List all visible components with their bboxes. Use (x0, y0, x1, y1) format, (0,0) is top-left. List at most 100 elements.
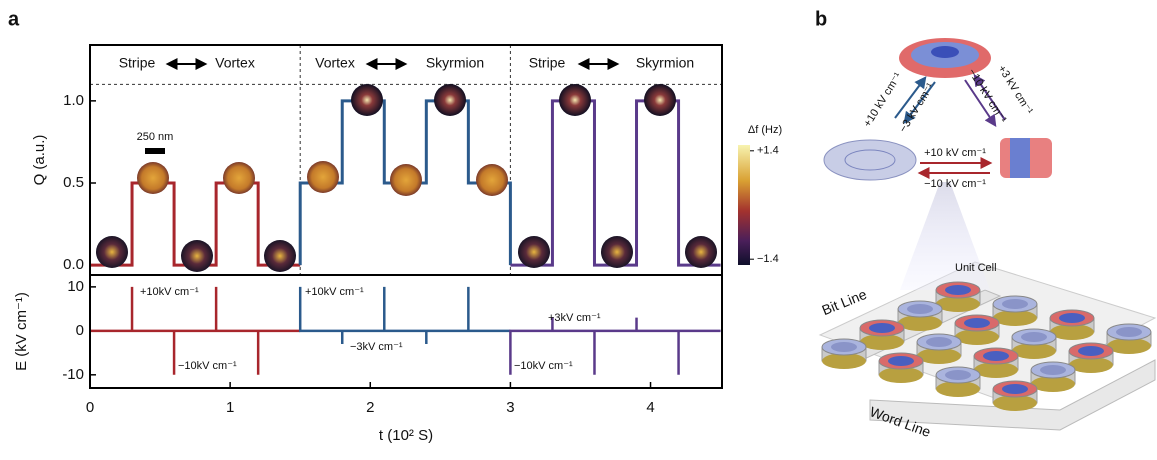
cell-base (936, 381, 980, 397)
mfm-image (434, 84, 466, 116)
cell-base (955, 329, 999, 345)
mfm-image (685, 236, 717, 268)
cell-core (1021, 332, 1047, 342)
scale-bar (145, 148, 165, 154)
cell-core (1002, 299, 1028, 309)
mfm-image (351, 84, 383, 116)
pulse-label: +10kV cm⁻¹ (140, 286, 199, 298)
cell-core (945, 285, 971, 295)
state-label: Stripe (529, 55, 566, 71)
state-label: Skyrmion (426, 55, 484, 71)
cell-core (964, 318, 990, 328)
cell-core (926, 337, 952, 347)
colorbar (738, 145, 750, 265)
state-label: Stripe (119, 55, 156, 71)
vortex-icon (823, 139, 917, 181)
cell-base (1107, 338, 1151, 354)
cell-base (879, 367, 923, 383)
series-line (509, 317, 721, 375)
x-tick-label: 1 (226, 399, 234, 416)
arrow (964, 79, 997, 127)
pulse-label: −10kV cm⁻¹ (514, 360, 573, 372)
mfm-image (476, 164, 508, 196)
cell-base (822, 353, 866, 369)
panel-label: b (815, 8, 827, 30)
transition-label: −10 kV cm⁻¹ (924, 178, 986, 190)
bit-line-label: Bit Line (820, 286, 869, 318)
y-tick-label: -10 (62, 366, 84, 383)
state-label: Vortex (315, 55, 355, 71)
state-label: Skyrmion (636, 55, 694, 71)
y-tick-label: 0 (76, 322, 84, 339)
cell-core (888, 356, 914, 366)
cell-base (993, 395, 1037, 411)
x-tick-label: 2 (366, 399, 374, 416)
cell-base (1031, 376, 1075, 392)
pulse-label: +3kV cm⁻¹ (548, 312, 601, 324)
mfm-image (264, 240, 296, 272)
y-axis-label: Q (a.u.) (31, 135, 48, 186)
cell-core (907, 304, 933, 314)
word-line (869, 359, 1156, 431)
colorbar-tick-label: +1.4 (757, 145, 779, 157)
arrow (903, 81, 936, 124)
mfm-image (390, 164, 422, 196)
y-tick-label: 0.0 (63, 256, 84, 273)
mfm-image (601, 236, 633, 268)
cell-core (945, 370, 971, 380)
cell-base (1069, 357, 1113, 373)
mfm-image (307, 161, 339, 193)
pulse-label: −10kV cm⁻¹ (178, 360, 237, 372)
cell-base (898, 315, 942, 331)
cell-base (860, 334, 904, 350)
y-tick-label: 1.0 (63, 92, 84, 109)
stripe-band (1010, 138, 1030, 178)
colorbar-label: Δf (Hz) (748, 124, 782, 136)
cell-core (869, 323, 895, 333)
cell-core (1040, 365, 1066, 375)
cell-core (1059, 313, 1085, 323)
x-axis-label: t (10² S) (379, 427, 433, 444)
pulse-label: +10kV cm⁻¹ (305, 286, 364, 298)
cell-base (1050, 324, 1094, 340)
state-label: Vortex (215, 55, 255, 71)
mfm-image (644, 84, 676, 116)
mfm-image (559, 84, 591, 116)
x-tick-label: 0 (86, 399, 94, 416)
axes-frame (89, 274, 723, 389)
panel-label: a (8, 8, 20, 30)
arrow (973, 74, 1006, 121)
transition-label: +10 kV cm⁻¹ (924, 147, 986, 159)
arrow (894, 76, 927, 119)
colorbar-tick-label: −1.4 (757, 253, 779, 265)
x-tick-label: 4 (646, 399, 654, 416)
skyrmion-center (931, 46, 959, 58)
cone (900, 182, 990, 290)
mfm-image (137, 162, 169, 194)
vortex-ring (844, 149, 896, 171)
cell-base (974, 362, 1018, 378)
y-tick-label: 10 (67, 278, 84, 295)
cell-core (983, 351, 1009, 361)
pulse-label: −3kV cm⁻¹ (350, 341, 403, 353)
x-tick-label: 3 (506, 399, 514, 416)
unit-cell-label: Unit Cell (955, 262, 997, 274)
y-axis-label: E (kV cm⁻¹) (13, 292, 30, 371)
cell-core (831, 342, 857, 352)
mfm-image (518, 236, 550, 268)
series-line (90, 286, 301, 375)
mfm-image (181, 240, 213, 272)
cell-core (1116, 327, 1142, 337)
cell-core (1078, 346, 1104, 356)
transition-label: +10 kV cm⁻¹ (861, 70, 904, 129)
mfm-image (96, 236, 128, 268)
cell-base (1012, 343, 1056, 359)
y-tick-label: 0.5 (63, 174, 84, 191)
series-line (298, 286, 511, 345)
cell-core (1002, 384, 1028, 394)
cell-base (917, 348, 961, 364)
mfm-image (223, 162, 255, 194)
cell-base (936, 296, 980, 312)
